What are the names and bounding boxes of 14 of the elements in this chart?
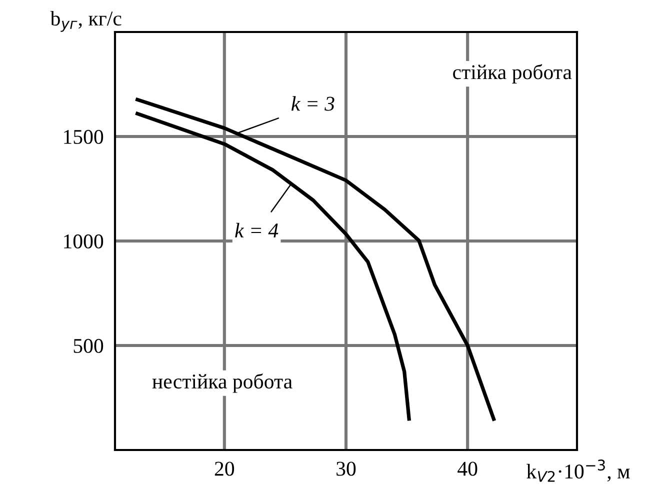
line-series xyxy=(134,97,496,423)
x-tick-label: 30 xyxy=(336,462,356,476)
x-tick-label: 40 xyxy=(458,462,478,476)
line-series xyxy=(134,111,412,423)
annotation: k = 4 xyxy=(235,222,278,238)
y-axis-title: b$_{yг}$, кг/с xyxy=(50,10,122,32)
annotation: нестійка робота xyxy=(152,373,292,393)
y-tick-label: 1500 xyxy=(64,130,104,144)
y-tick-label: 1000 xyxy=(64,234,104,248)
x-axis-title: k$_{V2}$·10$^{−3}$, м xyxy=(526,460,630,482)
x-tick-label: 20 xyxy=(214,462,234,476)
annotation: k = 3 xyxy=(291,96,334,111)
y-tick-label: 500 xyxy=(74,338,104,353)
annotation: стійка робота xyxy=(453,64,572,84)
